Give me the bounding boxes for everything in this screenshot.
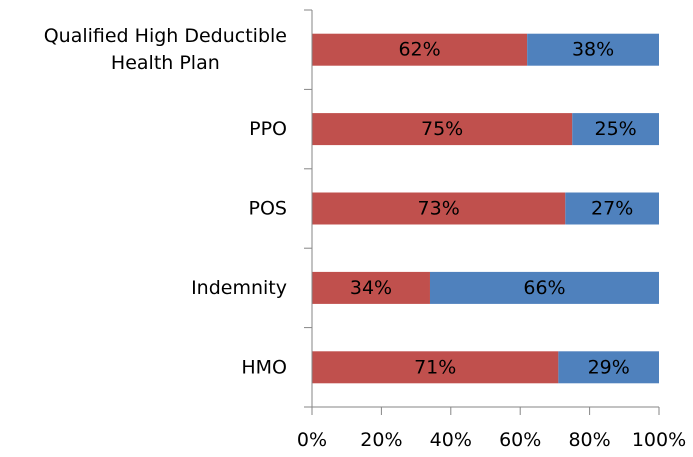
x-tick-label: 100% <box>632 429 686 451</box>
data-label: 66% <box>523 277 565 299</box>
bar-segment-red <box>312 33 528 66</box>
data-label: 34% <box>350 277 392 299</box>
x-tick-label: 0% <box>297 429 327 451</box>
data-label: 75% <box>421 118 463 140</box>
x-tick-label: 80% <box>568 429 610 451</box>
bars-layer <box>312 33 659 384</box>
axis-layer <box>304 9 660 415</box>
bar-segment-red <box>312 351 559 384</box>
bar-segment-red <box>312 271 430 304</box>
category-label: Indemnity <box>191 277 287 299</box>
bar-segment-blue <box>565 192 659 225</box>
bar-segment-blue <box>429 271 659 304</box>
category-label: POS <box>249 198 287 220</box>
bar-segment-blue <box>527 33 659 66</box>
labels-layer: 62% 38% Qualified High Deductible Health Pl… <box>44 25 686 451</box>
bar-segment-red <box>312 192 566 225</box>
bar-segment-blue <box>558 351 659 384</box>
data-label: 62% <box>398 39 440 61</box>
x-tick-label: 20% <box>360 429 402 451</box>
x-tick-label: 60% <box>499 429 541 451</box>
data-label: 38% <box>572 39 614 61</box>
category-label: HMO <box>241 356 287 378</box>
data-label: 27% <box>591 198 633 220</box>
data-label: 25% <box>595 118 637 140</box>
category-label: PPO <box>249 118 287 140</box>
data-label: 73% <box>418 198 460 220</box>
bar-segment-red <box>312 113 573 146</box>
category-label: Qualified High Deductible <box>44 25 287 47</box>
bar-segment-blue <box>572 113 659 146</box>
x-tick-label: 40% <box>430 429 472 451</box>
category-label: Health Plan <box>111 52 220 74</box>
data-label: 29% <box>588 356 630 378</box>
data-label: 71% <box>414 356 456 378</box>
